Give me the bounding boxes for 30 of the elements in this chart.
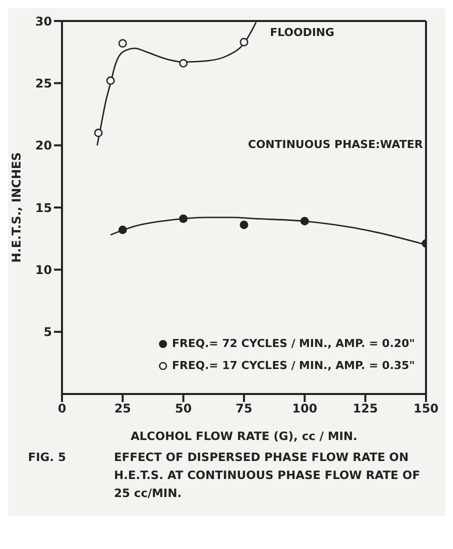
x-tick-label: 25 <box>114 402 132 416</box>
x-tick-label: 150 <box>413 402 439 416</box>
y-tick-label: 15 <box>35 200 52 215</box>
point <box>300 216 309 226</box>
point <box>240 38 248 46</box>
point <box>118 226 127 234</box>
point <box>240 220 248 230</box>
legend-label: FREQ.= 17 CYCLES / MIN., AMP. = 0.35" <box>172 358 415 374</box>
annotation: FLOODING <box>270 26 334 39</box>
caption: FIG. 5 <box>28 449 67 466</box>
annotation: CONTINUOUS PHASE:WATER <box>248 138 423 151</box>
y-tick-label: 30 <box>35 14 52 28</box>
x-tick-label: 75 <box>236 402 252 416</box>
point <box>106 76 115 85</box>
point <box>179 59 188 68</box>
y-axis-title: H.E.T.S., INCHES <box>9 152 24 263</box>
point <box>94 128 103 138</box>
x-axis-title: ALCOHOL FLOW RATE (G), cc / MIN. <box>130 429 358 443</box>
x-tick-label: 100 <box>292 402 318 416</box>
legend-label: FREQ.= 72 CYCLES / MIN., AMP. = 0.20" <box>172 336 415 352</box>
point <box>179 214 188 223</box>
x-tick-label: 50 <box>174 402 192 416</box>
point <box>118 39 127 48</box>
x-tick-label: 125 <box>352 402 378 416</box>
x-tick-label: 0 <box>58 402 66 416</box>
text: EFFECT OF DISPERSED PHASE FLOW RATE ON H.E.T.S. AT CONTINUOUS PHASE FLOW RATE OF 25 cc/MIN. <box>114 449 422 502</box>
y-tick-label: 20 <box>35 138 52 153</box>
y-tick-label: 25 <box>35 76 52 90</box>
y-tick-label: 10 <box>35 262 52 277</box>
y-tick-label: 5 <box>44 325 52 340</box>
